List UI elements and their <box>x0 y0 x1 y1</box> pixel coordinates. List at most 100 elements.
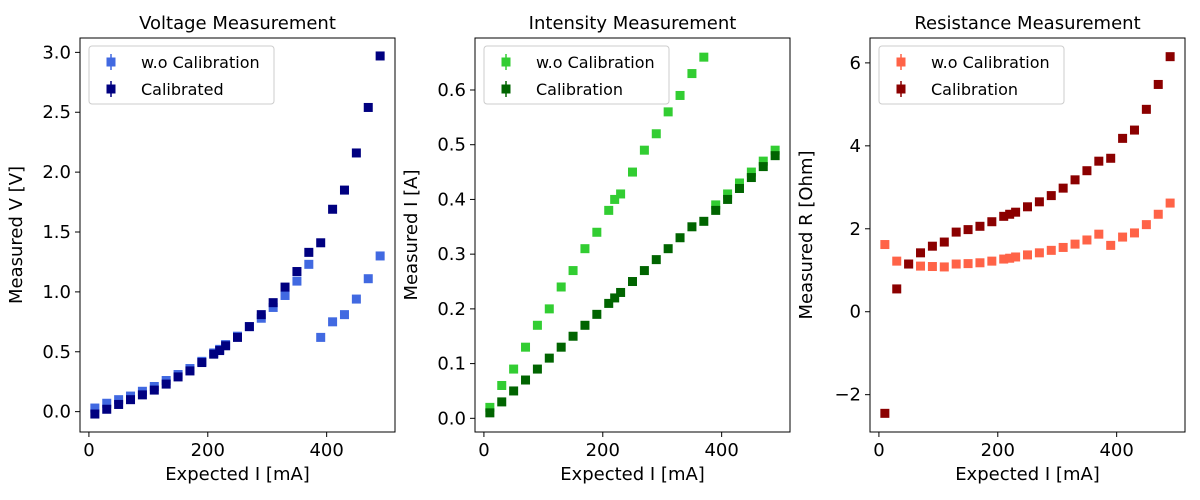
data-point <box>1153 209 1163 219</box>
data-point <box>1034 197 1044 207</box>
data-point <box>544 353 554 363</box>
data-point <box>604 205 614 215</box>
data-point <box>268 298 278 308</box>
data-point <box>102 398 112 408</box>
data-point <box>375 51 385 61</box>
data-point <box>975 258 985 268</box>
data-point <box>497 397 507 407</box>
data-point <box>351 294 361 304</box>
data-point <box>987 256 997 266</box>
data-point <box>639 145 649 155</box>
data-point <box>1094 229 1104 239</box>
data-point <box>1165 52 1175 62</box>
legend-label: w.o Calibration <box>931 53 1050 72</box>
data-point <box>521 342 531 352</box>
data-point <box>280 282 290 292</box>
data-point <box>711 200 721 210</box>
data-point <box>1070 175 1080 185</box>
chart-panel-2: Intensity Measurement 0 200 400 0.0 0.1 0.2 0.3… <box>401 13 791 485</box>
data-point <box>604 298 614 308</box>
data-point <box>1106 153 1116 163</box>
data-point <box>663 107 673 117</box>
data-point <box>651 255 661 265</box>
data-point <box>987 217 997 227</box>
data-point <box>880 408 890 418</box>
data-point <box>363 274 373 284</box>
y-tick-label: 0.4 <box>437 189 466 210</box>
data-point <box>687 222 697 232</box>
data-point <box>916 248 926 258</box>
y-tick-label: 6 <box>850 53 861 74</box>
data-point <box>1005 209 1015 219</box>
data-point <box>592 309 602 319</box>
series-2 <box>90 51 385 419</box>
data-point <box>304 247 314 257</box>
data-point <box>1058 183 1068 193</box>
y-tick-label: 2.5 <box>42 102 71 123</box>
data-point <box>663 244 673 254</box>
data-point <box>509 386 519 396</box>
data-point <box>1141 220 1151 230</box>
data-point <box>1070 239 1080 249</box>
data-point <box>244 322 254 332</box>
data-point <box>975 221 985 231</box>
data-point <box>1153 79 1163 89</box>
y-tick-label: 4 <box>850 136 861 157</box>
data-point <box>173 372 183 382</box>
data-point <box>556 342 566 352</box>
data-point <box>892 284 902 294</box>
data-point <box>880 240 890 250</box>
y-tick-label: 0.0 <box>437 408 466 429</box>
data-point <box>292 267 302 277</box>
data-point <box>951 259 961 269</box>
data-point <box>939 237 949 247</box>
data-point <box>1005 253 1015 263</box>
data-point <box>1023 250 1032 260</box>
data-point <box>102 404 112 414</box>
chart-panel-1: Voltage Measurement 0 200 400 0.0 0.5 1.0 1.5 2.… <box>6 13 396 485</box>
y-tick-label: 2.0 <box>42 162 71 183</box>
data-point <box>734 183 744 193</box>
data-point <box>580 320 590 330</box>
data-point <box>628 277 637 287</box>
data-point <box>1058 242 1068 252</box>
y-tick-label: 0.5 <box>42 342 71 363</box>
y-tick-label: 1.0 <box>42 282 71 303</box>
y-tick-label: 3.0 <box>42 42 71 63</box>
data-point <box>1023 202 1032 212</box>
data-point <box>215 346 225 356</box>
legend-box <box>878 45 1065 105</box>
data-point <box>592 227 602 237</box>
axes-frame <box>79 37 396 433</box>
data-point <box>1082 166 1092 176</box>
legend-marker <box>896 84 906 94</box>
data-point <box>185 366 195 376</box>
data-point <box>126 395 136 405</box>
chart-title: Intensity Measurement <box>529 13 737 34</box>
data-point <box>687 69 697 79</box>
y-tick-label: 1.5 <box>42 222 71 243</box>
legend: w.o Calibration Calibrated <box>88 45 275 105</box>
legend-label: w.o Calibration <box>536 53 655 72</box>
data-point <box>610 194 620 204</box>
data-point <box>616 287 626 297</box>
data-point <box>1141 104 1151 114</box>
data-point <box>951 227 961 237</box>
data-point <box>1118 232 1128 242</box>
data-point <box>927 241 937 251</box>
data-point <box>916 261 926 271</box>
data-point <box>221 341 231 351</box>
data-point <box>316 332 326 342</box>
legend-marker <box>501 84 511 94</box>
data-point <box>233 332 242 342</box>
legend-marker <box>501 57 511 67</box>
data-point <box>904 259 914 269</box>
data-point <box>746 167 756 177</box>
y-tick-label: 0.1 <box>437 354 466 375</box>
data-point <box>280 290 290 300</box>
x-tick-label: 200 <box>191 440 225 461</box>
y-tick-label: 0.5 <box>437 135 466 156</box>
y-axis-label: Measured I [A] <box>401 169 422 300</box>
data-point <box>1118 133 1128 143</box>
